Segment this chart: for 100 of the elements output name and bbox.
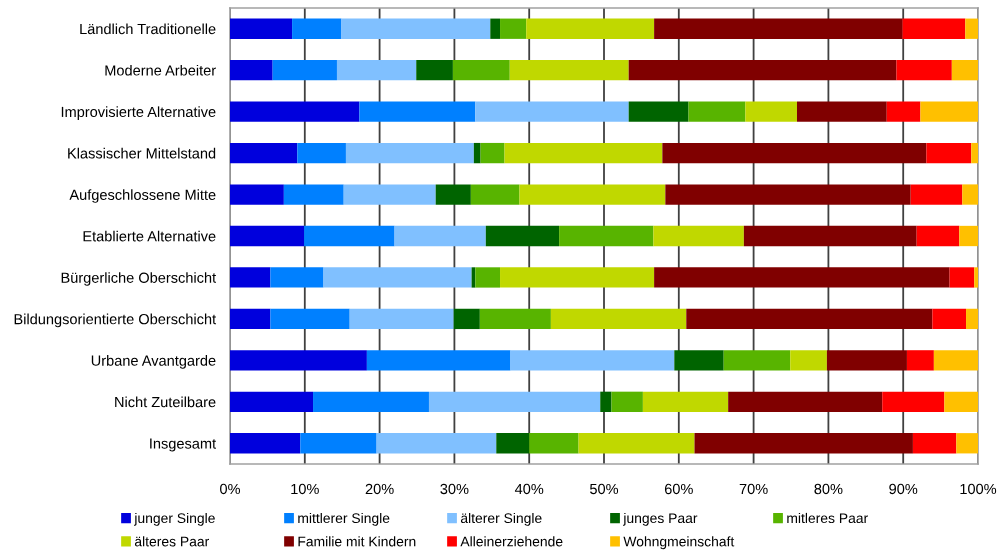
bar bbox=[906, 350, 934, 371]
bar bbox=[359, 101, 476, 122]
bar bbox=[559, 225, 654, 247]
legend-label: Alleinerziehende bbox=[460, 536, 563, 547]
bar bbox=[292, 18, 342, 39]
x-tick-label: 0% bbox=[220, 483, 241, 495]
bar bbox=[509, 60, 629, 81]
legend-label: Familie mit Kindern bbox=[298, 536, 416, 547]
bar bbox=[313, 391, 429, 412]
bar bbox=[628, 60, 897, 81]
bar bbox=[230, 350, 367, 371]
bar bbox=[500, 18, 527, 39]
y-tick-label: Aufgeschlossene Mitte bbox=[69, 189, 216, 203]
bar bbox=[965, 18, 978, 39]
bar bbox=[642, 391, 729, 412]
bar bbox=[600, 391, 612, 412]
y-tick-label: Moderne Arbeiter bbox=[105, 64, 216, 76]
y-tick-label: Insgesamt bbox=[150, 438, 217, 452]
bar bbox=[452, 60, 510, 81]
bar bbox=[480, 142, 505, 164]
bar bbox=[949, 267, 975, 288]
bar bbox=[230, 433, 301, 454]
bar bbox=[297, 142, 346, 164]
bar bbox=[230, 60, 273, 81]
bar bbox=[341, 18, 491, 39]
bar bbox=[376, 433, 497, 454]
bar bbox=[343, 184, 436, 205]
bar bbox=[688, 101, 746, 122]
bar bbox=[394, 225, 486, 247]
bar bbox=[529, 433, 579, 454]
bar bbox=[971, 142, 978, 164]
bar bbox=[974, 267, 978, 288]
x-tick-label: 40% bbox=[514, 483, 544, 495]
bar bbox=[826, 350, 907, 371]
bar bbox=[349, 308, 454, 330]
bar bbox=[345, 142, 474, 164]
bar bbox=[470, 184, 520, 205]
x-tick-label: 60% bbox=[664, 483, 693, 495]
bar bbox=[910, 184, 963, 205]
y-tick-label: Klassischer Mittelstand bbox=[68, 147, 216, 159]
bar bbox=[796, 101, 887, 122]
bar bbox=[475, 101, 629, 122]
bar bbox=[323, 267, 472, 288]
x-tick-label: 20% bbox=[365, 483, 394, 495]
x-tick-label: 80% bbox=[814, 483, 843, 495]
bar bbox=[932, 308, 967, 330]
bar bbox=[966, 308, 978, 330]
bar bbox=[578, 433, 695, 454]
x-tick-label: 100% bbox=[960, 483, 997, 495]
bar bbox=[654, 18, 903, 39]
legend-label: mittlerer Single bbox=[298, 512, 390, 526]
bar bbox=[694, 433, 913, 454]
bar bbox=[745, 101, 797, 122]
bar bbox=[674, 350, 724, 371]
legend-label: mitleres Paar bbox=[787, 512, 868, 524]
bar bbox=[496, 433, 530, 454]
bar bbox=[962, 184, 978, 205]
bar bbox=[475, 267, 501, 288]
bar bbox=[956, 433, 978, 454]
bar bbox=[230, 225, 305, 247]
y-tick-label: Bildungsorientierte Oberschicht bbox=[14, 313, 217, 328]
bar bbox=[611, 391, 643, 412]
bar bbox=[300, 433, 377, 454]
bar bbox=[416, 60, 453, 81]
x-tick-label: 90% bbox=[889, 483, 918, 495]
bar bbox=[944, 391, 978, 412]
bar bbox=[230, 308, 271, 330]
bar bbox=[743, 225, 917, 247]
bar bbox=[653, 225, 744, 247]
bar bbox=[902, 18, 966, 39]
x-tick-label: 50% bbox=[589, 483, 619, 495]
bar bbox=[912, 433, 957, 454]
bar bbox=[728, 391, 883, 412]
bar bbox=[526, 18, 655, 39]
bar bbox=[230, 391, 314, 412]
bar bbox=[490, 18, 501, 39]
bar bbox=[723, 350, 791, 371]
bar bbox=[916, 225, 960, 247]
bar bbox=[896, 60, 952, 81]
bar bbox=[270, 308, 350, 330]
bar bbox=[926, 142, 972, 164]
x-tick-label: 10% bbox=[291, 483, 319, 495]
bar bbox=[336, 60, 417, 81]
bar bbox=[519, 184, 666, 205]
y-tick-label: Etablierte Alternative bbox=[83, 230, 216, 242]
bar bbox=[628, 101, 689, 122]
x-tick-label: 70% bbox=[739, 483, 768, 495]
bar bbox=[886, 101, 921, 122]
legend-label: Wohngmeinschaft bbox=[623, 536, 735, 550]
bar bbox=[790, 350, 827, 371]
bar bbox=[428, 391, 601, 412]
x-tick-label: 30% bbox=[440, 483, 469, 495]
y-tick-label: Ländlich Traditionelle bbox=[80, 23, 216, 35]
bar bbox=[230, 267, 271, 288]
y-tick-label: Bürgerliche Oberschicht bbox=[61, 272, 217, 286]
bar bbox=[479, 308, 551, 330]
bar bbox=[500, 267, 655, 288]
bar bbox=[665, 184, 911, 205]
bar bbox=[550, 308, 687, 330]
bar bbox=[435, 184, 471, 205]
